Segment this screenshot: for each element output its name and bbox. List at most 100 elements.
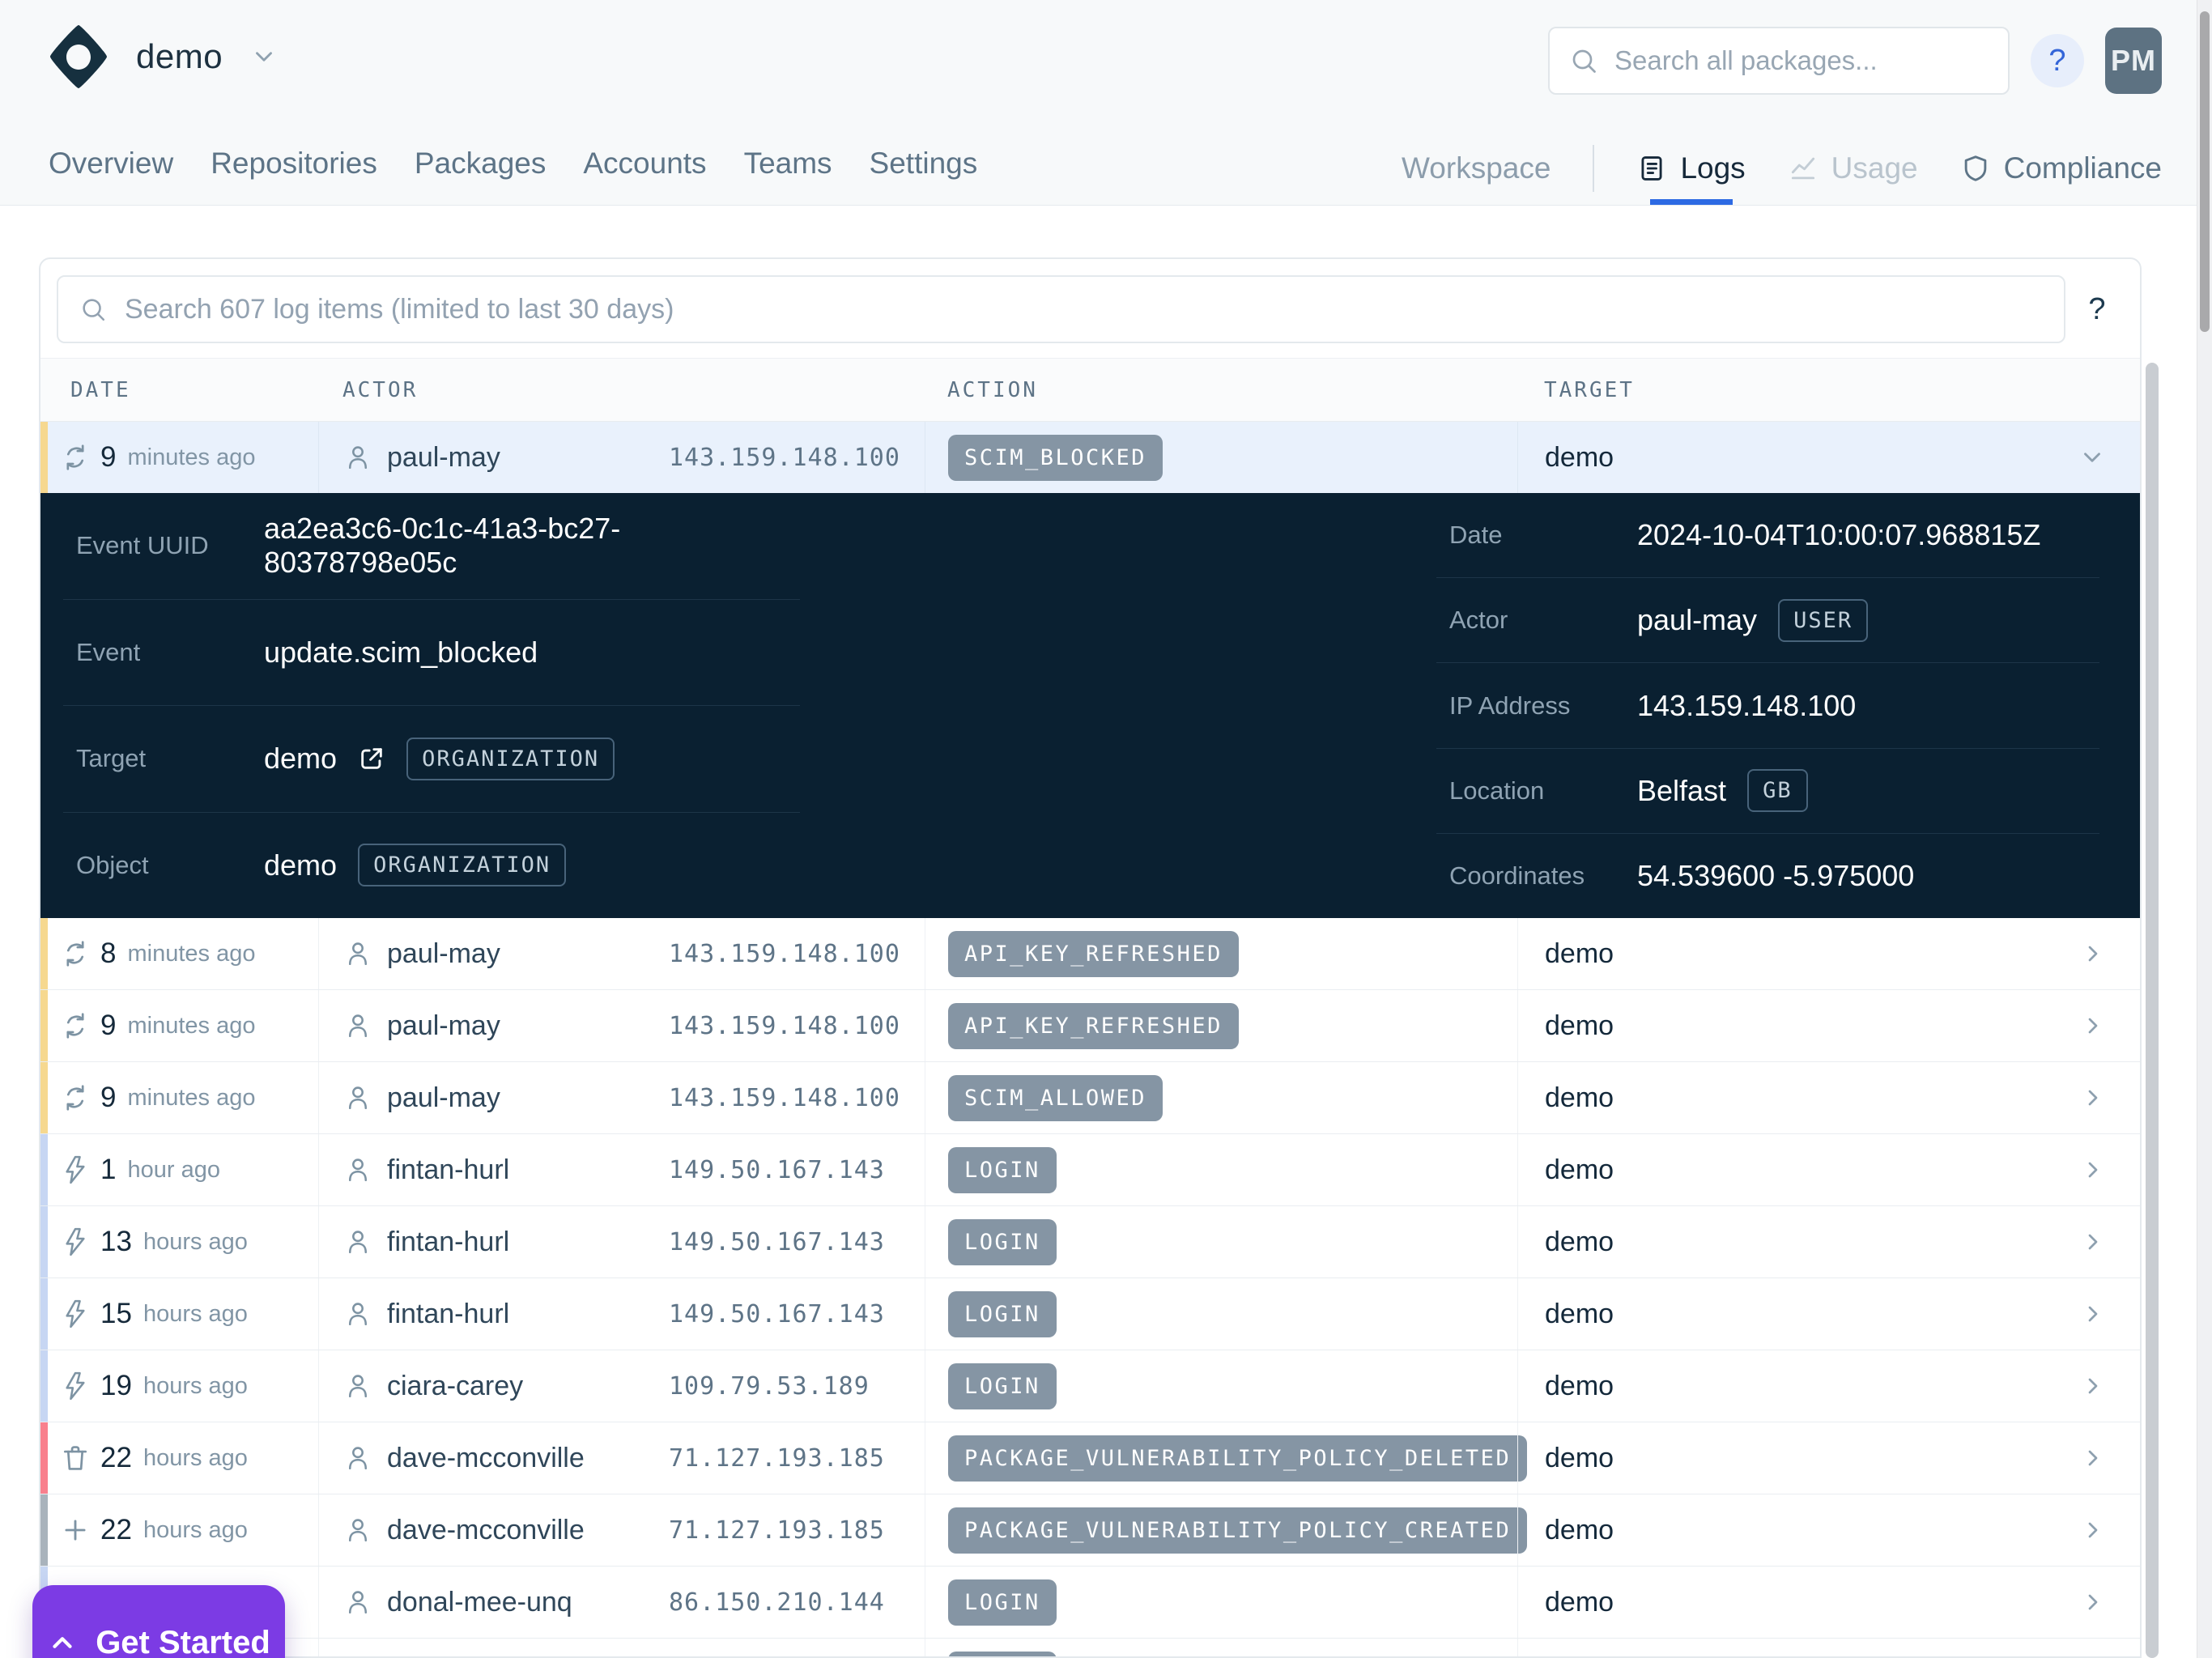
global-search-input[interactable] xyxy=(1613,45,1989,77)
table-row[interactable]: 1 hour ago fintan-hurl 149.50.167.143 LO… xyxy=(40,1134,2140,1206)
chevron-down-icon[interactable] xyxy=(250,43,278,70)
table-row[interactable]: 1 day ago fintan-hurl 149.50.167.143 LOG… xyxy=(40,1639,2140,1656)
target-name[interactable]: demo xyxy=(1545,1226,1614,1257)
table-row-selected[interactable]: 9 minutes ago paul-may 143.159.148.100 S… xyxy=(40,422,2140,493)
actor-name[interactable]: donal-mee-unq xyxy=(387,1586,572,1618)
table-row[interactable]: 15 hours ago fintan-hurl 149.50.167.143 … xyxy=(40,1278,2140,1350)
tab-usage[interactable]: Usage xyxy=(1788,132,1918,205)
person-icon xyxy=(343,1443,372,1473)
row-type-icon xyxy=(60,1299,91,1329)
help-button[interactable]: ? xyxy=(2031,34,2084,87)
tab-logs[interactable]: Logs xyxy=(1636,132,1746,205)
log-search-row: ? xyxy=(40,259,2140,358)
table-body: 8 minutes ago paul-may 143.159.148.100 A… xyxy=(40,918,2140,1656)
row-type-icon xyxy=(60,1010,91,1041)
chevron-right-icon[interactable] xyxy=(2080,1373,2106,1399)
tab-logs-label: Logs xyxy=(1680,151,1746,185)
log-search[interactable] xyxy=(57,275,2065,343)
target-name[interactable]: demo xyxy=(1545,1442,1614,1473)
chevron-right-icon[interactable] xyxy=(2080,1229,2106,1255)
global-search[interactable] xyxy=(1548,27,2010,95)
actor-name[interactable]: dave-mcconville xyxy=(387,1514,585,1545)
table-row[interactable]: 19 hours ago ciara-carey 109.79.53.189 L… xyxy=(40,1350,2140,1422)
action-cell: LOGIN xyxy=(925,1278,1517,1350)
chevron-down-icon[interactable] xyxy=(2078,444,2106,471)
table-row[interactable]: 9 minutes ago paul-may 143.159.148.100 S… xyxy=(40,1062,2140,1134)
person-icon xyxy=(343,939,372,968)
table-row[interactable]: 8 minutes ago paul-may 143.159.148.100 A… xyxy=(40,918,2140,990)
log-search-input[interactable] xyxy=(123,292,2043,326)
target-name[interactable]: demo xyxy=(1545,1298,1614,1329)
action-badge: LOGIN xyxy=(948,1218,1057,1265)
chevron-right-icon[interactable] xyxy=(2080,941,2106,967)
nav-item-packages[interactable]: Packages xyxy=(414,147,547,180)
nav-item-overview[interactable]: Overview xyxy=(49,147,174,180)
chevron-right-icon[interactable] xyxy=(2080,1445,2106,1471)
target-cell: demo xyxy=(1517,1494,2140,1566)
actor-name[interactable]: paul-may xyxy=(387,1010,500,1041)
action-cell: API_KEY_REFRESHED xyxy=(925,990,1517,1061)
actor-name[interactable]: paul-may xyxy=(387,441,500,473)
actor-ip: 149.50.167.143 xyxy=(669,1227,885,1256)
detail-left-column: Event UUID aa2ea3c6-0c1c-41a3-bc27-80378… xyxy=(40,493,1409,918)
chevron-right-icon[interactable] xyxy=(2080,1517,2106,1543)
actor-name[interactable]: dave-mcconville xyxy=(387,1442,585,1473)
log-search-help-button[interactable]: ? xyxy=(2088,291,2106,326)
target-name[interactable]: demo xyxy=(1545,1082,1614,1113)
actor-cell: paul-may 143.159.148.100 xyxy=(318,422,925,493)
page-scrollbar-thumb[interactable] xyxy=(2200,11,2210,332)
target-name[interactable]: demo xyxy=(1545,1010,1614,1041)
nav-item-teams[interactable]: Teams xyxy=(743,147,832,180)
time-unit: minutes ago xyxy=(127,1012,256,1039)
detail-row-actor: Actor paul-may USER xyxy=(1436,578,2099,664)
page-scrollbar-track[interactable] xyxy=(2197,0,2212,1658)
actor-name[interactable]: fintan-hurl xyxy=(387,1298,510,1329)
action-badge: PACKAGE_VULNERABILITY_POLICY_DELETED xyxy=(948,1435,1528,1482)
table-row[interactable]: 22 hours ago dave-mcconville 71.127.193.… xyxy=(40,1422,2140,1494)
get-started-button[interactable]: Get Started xyxy=(32,1585,285,1658)
table-row[interactable]: donal-mee-unq 86.150.210.144 LOGIN demo xyxy=(40,1567,2140,1639)
target-name[interactable]: demo xyxy=(1545,1514,1614,1545)
action-badge: LOGIN xyxy=(948,1146,1057,1193)
actor-name[interactable]: ciara-carey xyxy=(387,1370,524,1401)
person-icon xyxy=(343,1588,372,1617)
nav-item-settings[interactable]: Settings xyxy=(869,147,978,180)
user-badge: USER xyxy=(1778,598,1869,642)
chevron-right-icon[interactable] xyxy=(2080,1013,2106,1039)
nav-item-repositories[interactable]: Repositories xyxy=(211,147,377,180)
actor-ip: 86.150.210.144 xyxy=(669,1588,885,1617)
row-type-icon xyxy=(60,1226,91,1257)
target-name[interactable]: demo xyxy=(1545,1154,1614,1185)
table-scrollbar-thumb[interactable] xyxy=(2146,363,2159,1658)
time-unit: hours ago xyxy=(143,1444,248,1471)
chevron-right-icon[interactable] xyxy=(2080,1589,2106,1615)
actor-name[interactable]: fintan-hurl xyxy=(387,1154,510,1185)
action-cell: PACKAGE_VULNERABILITY_POLICY_CREATED xyxy=(925,1494,1528,1566)
target-name[interactable]: demo xyxy=(1545,1370,1614,1401)
actor-cell: donal-mee-unq 86.150.210.144 xyxy=(318,1567,925,1638)
actor-name[interactable]: fintan-hurl xyxy=(387,1226,510,1257)
target-cell: demo xyxy=(1517,1134,2140,1205)
chevron-right-icon[interactable] xyxy=(2080,1301,2106,1327)
chevron-right-icon[interactable] xyxy=(2080,1157,2106,1183)
target-name[interactable]: demo xyxy=(1545,441,1614,473)
nav-item-accounts[interactable]: Accounts xyxy=(583,147,707,180)
external-link-icon[interactable] xyxy=(358,745,385,772)
date-cell: 13 hours ago xyxy=(40,1206,318,1278)
detail-row-ip: IP Address 143.159.148.100 xyxy=(1436,663,2099,749)
table-row[interactable]: 13 hours ago fintan-hurl 149.50.167.143 … xyxy=(40,1206,2140,1278)
actor-name[interactable]: paul-may xyxy=(387,937,500,969)
target-name[interactable]: demo xyxy=(1545,937,1614,969)
detail-row-event: Event update.scim_blocked xyxy=(63,600,800,706)
tab-compliance[interactable]: Compliance xyxy=(1960,132,2162,205)
target-name[interactable]: demo xyxy=(1545,1586,1614,1618)
actor-name[interactable]: paul-may xyxy=(387,1082,500,1113)
view-tabs: Workspace Logs Usage Compliance xyxy=(1402,132,2162,205)
table-row[interactable]: 22 hours ago dave-mcconville 71.127.193.… xyxy=(40,1494,2140,1567)
column-header-action: ACTION xyxy=(947,377,1038,402)
table-row[interactable]: 9 minutes ago paul-may 143.159.148.100 A… xyxy=(40,990,2140,1062)
chevron-right-icon[interactable] xyxy=(2080,1085,2106,1111)
user-avatar[interactable]: PM xyxy=(2105,28,2162,94)
org-switcher[interactable]: demo xyxy=(49,24,278,89)
time-value: 13 xyxy=(100,1226,132,1257)
